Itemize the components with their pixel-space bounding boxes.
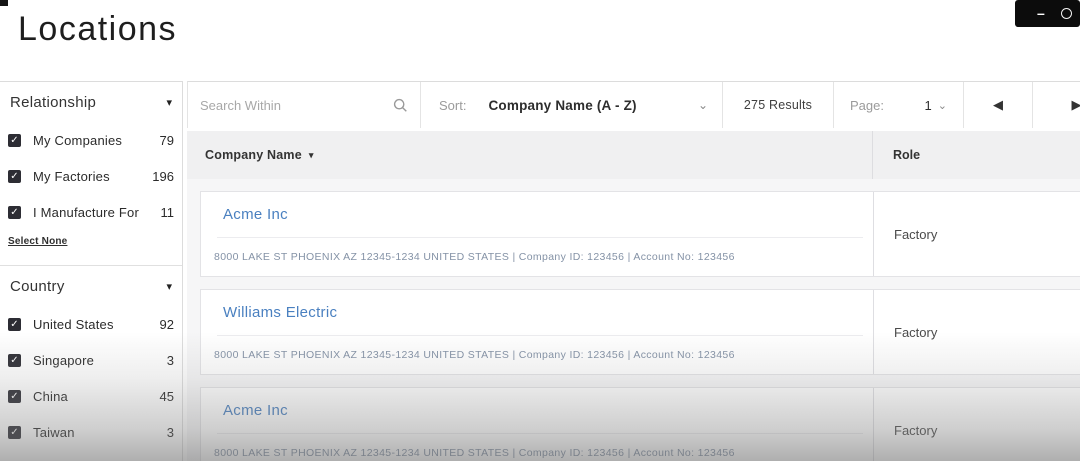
company-name-link[interactable]: Williams Electric — [223, 304, 338, 321]
filter-count: 3 — [166, 424, 174, 440]
column-label: Company Name — [205, 148, 302, 162]
page-value: 1 — [924, 97, 932, 113]
page-label: Page: — [850, 97, 884, 113]
checkbox-checked[interactable]: ✓ — [8, 317, 21, 331]
results-count: 275 Results — [723, 82, 834, 128]
filter-count: 45 — [159, 388, 174, 404]
filter-count: 92 — [159, 316, 174, 332]
company-name-link[interactable]: Acme Inc — [223, 206, 288, 223]
filter-item-singapore[interactable]: ✓ Singapore 3 — [0, 342, 182, 378]
company-details: 8000 LAKE ST PHOENIX AZ 12345-1234 UNITE… — [214, 349, 735, 361]
results-toolbar: Sort: Company Name (A - Z) ⌄ 275 Results… — [187, 81, 1080, 128]
filter-section-title: Country — [10, 277, 65, 295]
next-page-icon[interactable]: ▶ — [1071, 97, 1080, 112]
table-row[interactable]: Williams Electric 8000 LAKE ST PHOENIX A… — [200, 289, 1080, 375]
checkbox-checked[interactable]: ✓ — [8, 425, 21, 439]
chevron-down-icon: ⌄ — [697, 98, 708, 112]
filter-label: United States — [33, 316, 114, 332]
company-cell: Acme Inc 8000 LAKE ST PHOENIX AZ 12345-1… — [201, 192, 873, 276]
chevron-down-icon: ⌄ — [937, 99, 947, 112]
sort-dropdown[interactable]: Sort: Company Name (A - Z) ⌄ — [421, 82, 723, 128]
company-details: 8000 LAKE ST PHOENIX AZ 12345-1234 UNITE… — [214, 251, 735, 263]
filter-item-my-companies[interactable]: ✓ My Companies 79 — [0, 122, 182, 158]
search-cell — [188, 82, 421, 128]
filter-label: My Factories — [33, 168, 110, 184]
filter-label: Taiwan — [33, 424, 75, 440]
role-cell: Factory — [873, 388, 1080, 461]
next-page-button[interactable]: ▶ — [1033, 82, 1080, 128]
filter-count: 3 — [166, 352, 174, 368]
company-name-link[interactable]: Acme Inc — [223, 402, 288, 419]
role-cell: Factory — [873, 192, 1080, 276]
caret-down-icon: ▾ — [166, 96, 172, 109]
page-title: Locations — [18, 10, 178, 48]
filter-item-my-factories[interactable]: ✓ My Factories 196 — [0, 158, 182, 194]
checkbox-checked[interactable]: ✓ — [8, 205, 21, 219]
caret-down-icon: ▾ — [166, 280, 172, 293]
sort-value: Company Name (A - Z) — [488, 97, 637, 113]
filter-item-china[interactable]: ✓ China 45 — [0, 378, 182, 414]
search-input[interactable] — [200, 97, 380, 113]
column-header-company-name[interactable]: Company Name ▾ — [187, 131, 872, 179]
filter-label: China — [33, 388, 68, 404]
minimize-icon[interactable]: – — [1037, 5, 1045, 21]
table-header: Company Name ▾ Role — [187, 131, 1080, 179]
checkbox-checked[interactable]: ✓ — [8, 389, 21, 403]
filter-item-united-states[interactable]: ✓ United States 92 — [0, 306, 182, 342]
filter-label: I Manufacture For — [33, 204, 139, 220]
prev-page-button[interactable]: ◀ — [964, 82, 1033, 128]
close-icon[interactable] — [1060, 8, 1072, 19]
filter-sidebar: Relationship ▾ ✓ My Companies 79 ✓ My Fa… — [0, 81, 183, 461]
filter-label: Singapore — [33, 352, 95, 368]
checkbox-checked[interactable]: ✓ — [8, 133, 21, 147]
filter-count: 79 — [159, 132, 174, 148]
filter-section-country-header[interactable]: Country ▾ — [0, 266, 182, 306]
filter-count: 11 — [160, 204, 175, 220]
checkbox-checked[interactable]: ✓ — [8, 353, 21, 367]
filter-section-relationship-header[interactable]: Relationship ▾ — [0, 82, 182, 122]
main-content: Sort: Company Name (A - Z) ⌄ 275 Results… — [187, 81, 1080, 461]
filter-item-i-manufacture-for[interactable]: ✓ I Manufacture For 11 — [0, 194, 182, 230]
sort-direction-icon: ▾ — [308, 149, 314, 160]
sort-label: Sort: — [439, 97, 467, 113]
search-icon[interactable] — [393, 98, 408, 113]
page-dropdown[interactable]: Page: 1 ⌄ — [834, 82, 964, 128]
window-controls: – — [1015, 0, 1080, 27]
checkbox-checked[interactable]: ✓ — [8, 169, 21, 183]
company-cell: Acme Inc 8000 LAKE ST PHOENIX AZ 12345-1… — [201, 388, 873, 461]
table-row[interactable]: Acme Inc 8000 LAKE ST PHOENIX AZ 12345-1… — [200, 387, 1080, 461]
company-details: 8000 LAKE ST PHOENIX AZ 12345-1234 UNITE… — [214, 447, 735, 459]
filter-item-taiwan[interactable]: ✓ Taiwan 3 — [0, 414, 182, 450]
results-list: Acme Inc 8000 LAKE ST PHOENIX AZ 12345-1… — [187, 179, 1080, 461]
corner-artifact — [0, 0, 8, 6]
filter-section-title: Relationship — [10, 93, 97, 111]
table-row[interactable]: Acme Inc 8000 LAKE ST PHOENIX AZ 12345-1… — [200, 191, 1080, 277]
column-header-role: Role — [872, 131, 1080, 179]
column-label: Role — [893, 148, 921, 162]
role-cell: Factory — [873, 290, 1080, 374]
filter-label: My Companies — [33, 132, 123, 148]
select-none-link[interactable]: Select None — [8, 236, 68, 247]
prev-page-icon[interactable]: ◀ — [993, 97, 1003, 112]
company-cell: Williams Electric 8000 LAKE ST PHOENIX A… — [201, 290, 873, 374]
filter-count: 196 — [152, 168, 174, 184]
